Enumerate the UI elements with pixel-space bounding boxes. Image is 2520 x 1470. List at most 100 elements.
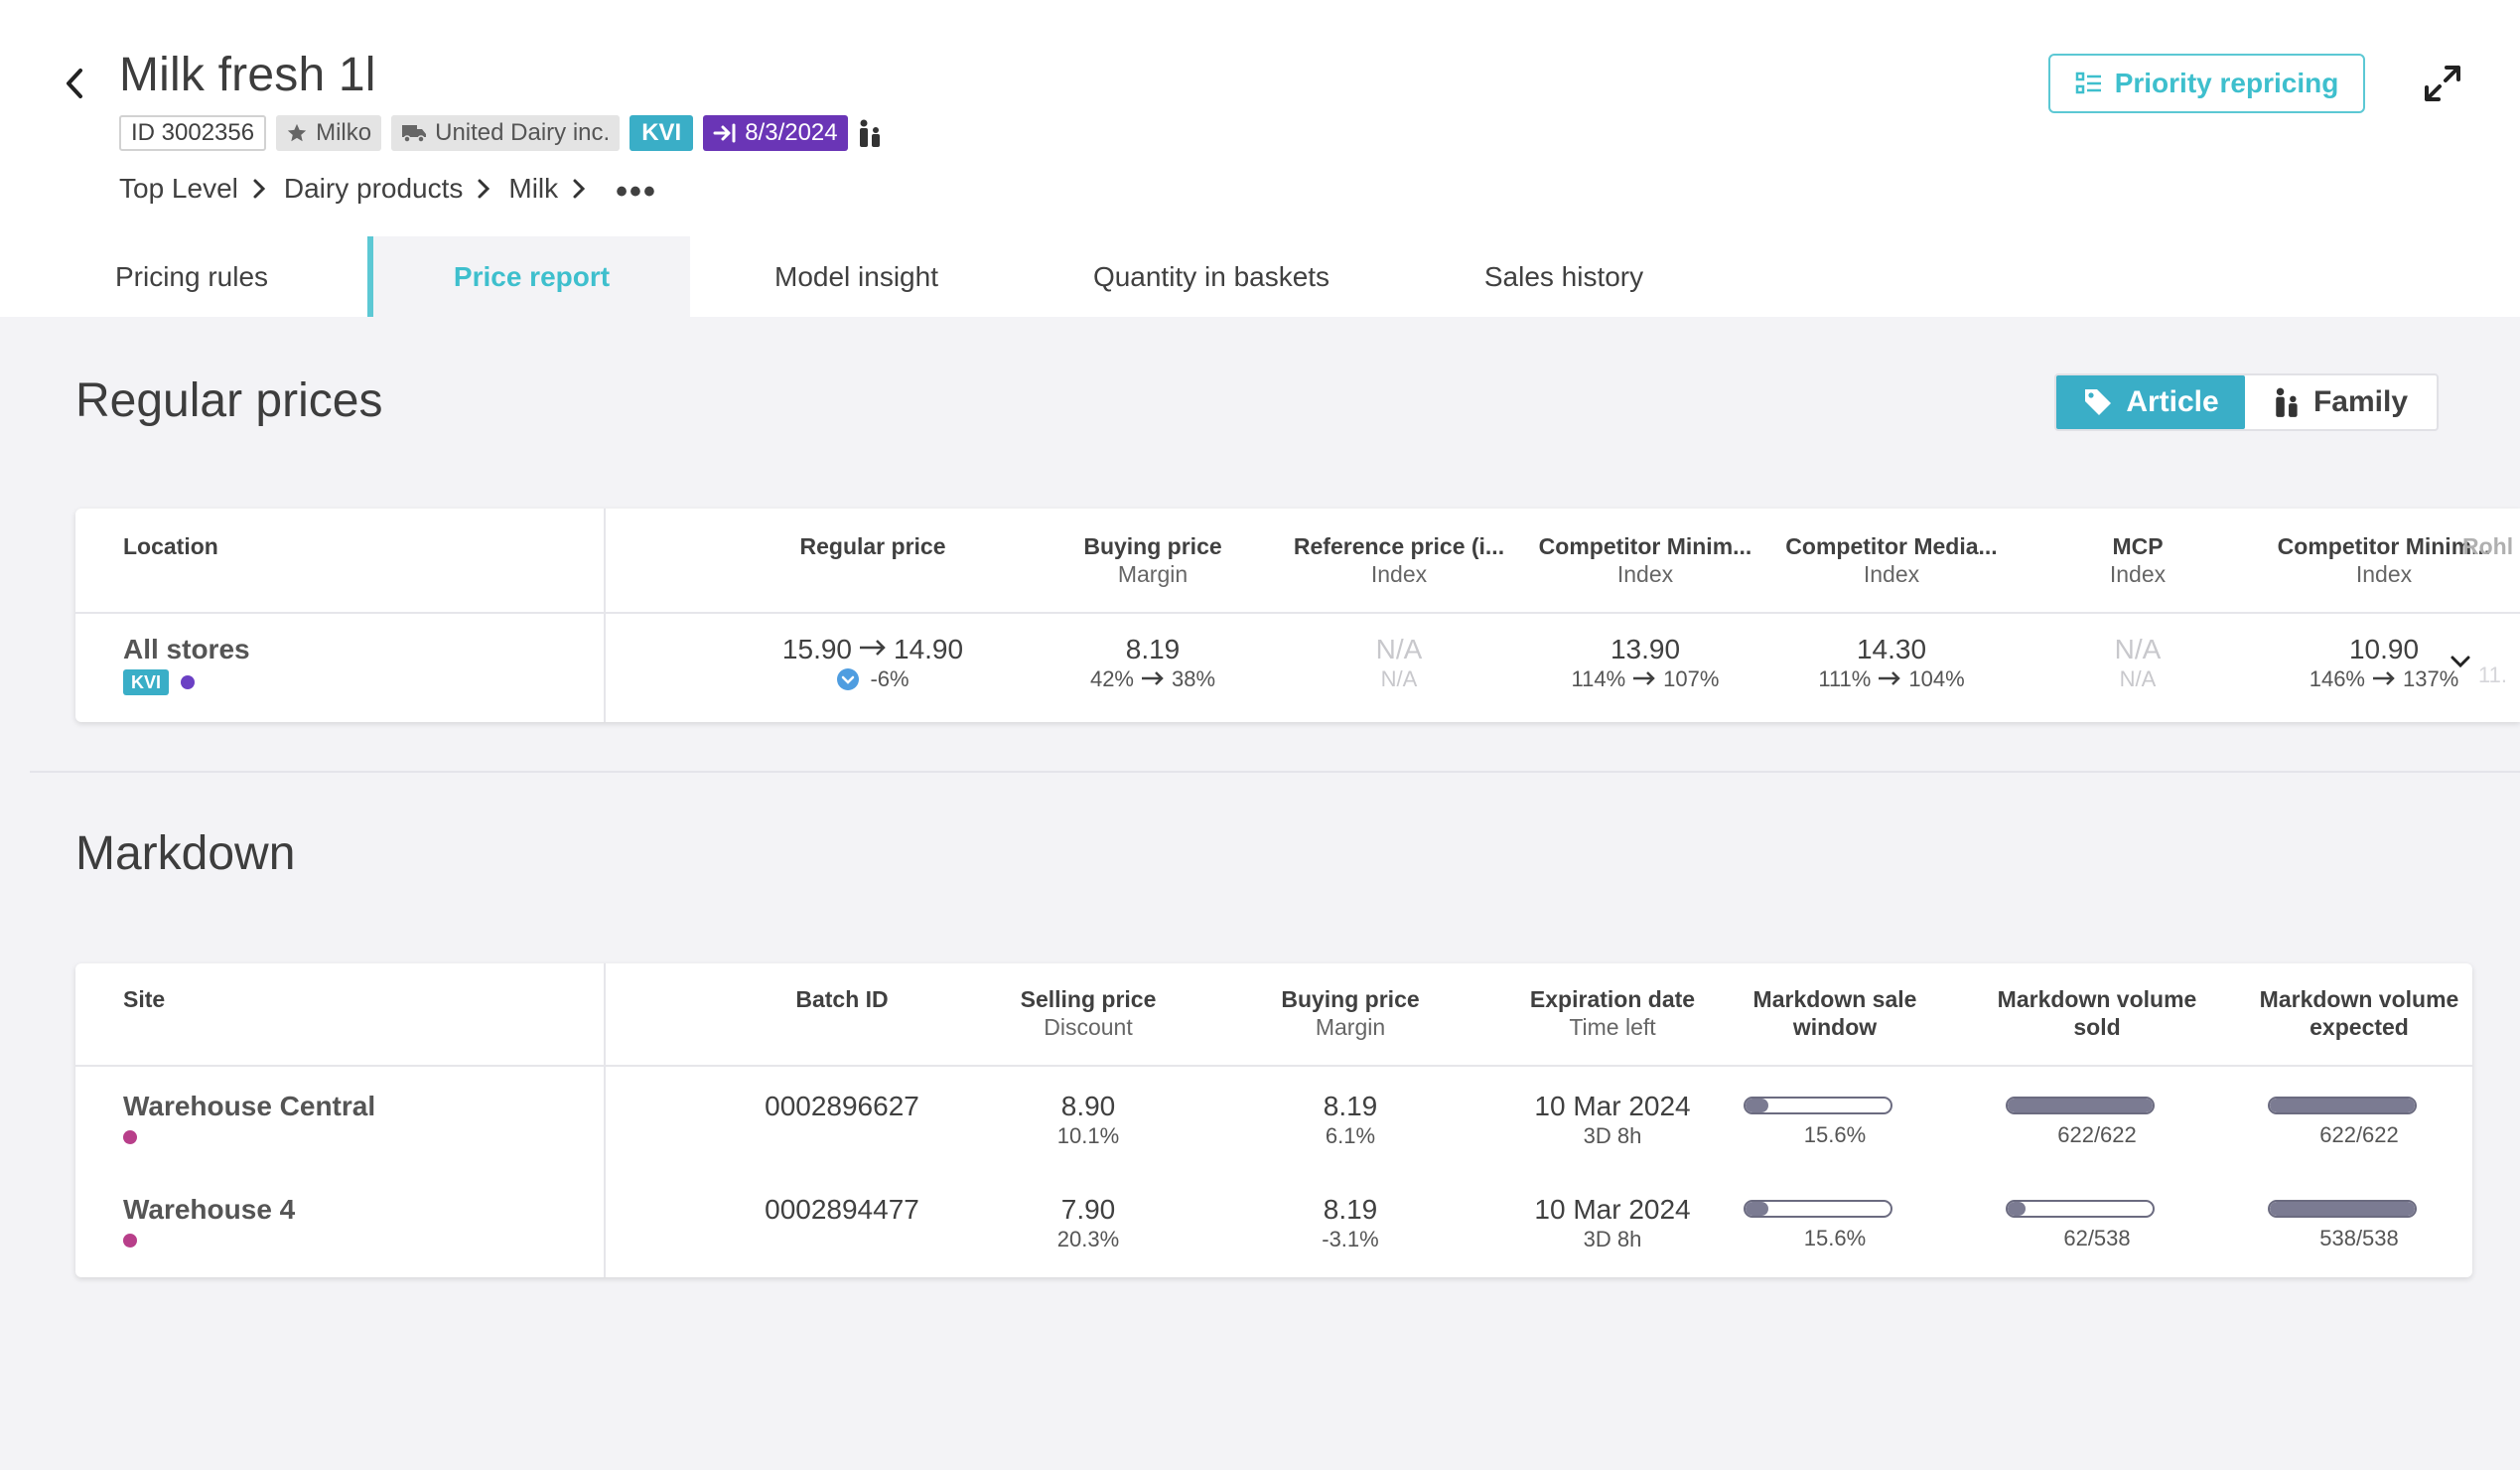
reference-price-value: N/A bbox=[1375, 634, 1423, 664]
volume-sold-bar bbox=[2006, 1200, 2155, 1218]
breadcrumb-item[interactable]: Dairy products bbox=[283, 173, 464, 204]
index-to: 107% bbox=[1663, 666, 1720, 691]
breadcrumb-item[interactable]: Milk bbox=[508, 173, 559, 204]
breadcrumb-item[interactable]: Top Level bbox=[119, 173, 238, 204]
markdown-table: Site Batch ID Selling price Discount Buy… bbox=[75, 963, 2472, 1277]
family-toggle-option[interactable]: Family bbox=[2245, 375, 2437, 429]
brand-chip-label: Milko bbox=[316, 119, 372, 146]
column-header-sublabel: Margin bbox=[1315, 1014, 1386, 1040]
column-header-sublabel: Time left bbox=[1569, 1014, 1656, 1040]
mcp-cell: N/A N/A bbox=[1954, 634, 2321, 693]
back-button[interactable] bbox=[58, 62, 91, 105]
selling-price-cell: 8.90 10.1% bbox=[919, 1091, 1257, 1150]
article-family-toggle: Article Family bbox=[2054, 373, 2439, 431]
column-header-batch-id: Batch ID bbox=[651, 985, 1033, 1013]
site-name: Warehouse 4 bbox=[123, 1194, 296, 1225]
progress-fill bbox=[2270, 1099, 2415, 1112]
chevron-down-circle-icon bbox=[837, 668, 860, 690]
expiration-date-value: 10 Mar 2024 bbox=[1534, 1091, 1691, 1121]
index-to: 104% bbox=[1908, 666, 1965, 691]
mcp-index-value: N/A bbox=[2119, 666, 2157, 691]
discount-value: 20.3% bbox=[1056, 1227, 1120, 1251]
index-from: 114% bbox=[1571, 666, 1626, 691]
regular-price-cell: 15.90 14.90 -6% bbox=[651, 634, 1094, 693]
more-options-icon[interactable]: ••• bbox=[616, 173, 657, 211]
volume-expected-label: 538/538 bbox=[2319, 1226, 2399, 1250]
tab-model-insight[interactable]: Model insight bbox=[774, 260, 938, 292]
tab-price-report[interactable]: Price report bbox=[367, 236, 690, 317]
column-header-rohl: Rohl bbox=[2462, 532, 2520, 560]
star-icon bbox=[287, 123, 307, 142]
status-dot bbox=[123, 1234, 137, 1248]
column-header-markdown-volume-sold: Markdown volume sold bbox=[1978, 985, 2216, 1041]
volume-expected-bar bbox=[2268, 1200, 2417, 1218]
arrow-right-icon bbox=[1877, 665, 1902, 693]
column-header-markdown-volume-expected: Markdown volume expected bbox=[2230, 985, 2472, 1041]
regular-price-change: -6% bbox=[870, 666, 910, 691]
column-header-sublabel: Index bbox=[1863, 561, 1920, 587]
chevron-right-icon bbox=[252, 175, 270, 203]
site-name: Warehouse Central bbox=[123, 1091, 376, 1121]
location-tags: KVI bbox=[123, 669, 196, 695]
column-header-label: Rohl bbox=[2462, 533, 2514, 559]
priority-repricing-label: Priority repricing bbox=[2114, 68, 2339, 98]
reference-price-cell: N/A N/A bbox=[1215, 634, 1583, 693]
column-header-label: Selling price bbox=[1020, 986, 1157, 1012]
tab-pricing-rules[interactable]: Pricing rules bbox=[114, 260, 269, 292]
margin-value: 6.1% bbox=[1325, 1123, 1376, 1148]
expand-icon[interactable] bbox=[2423, 64, 2462, 103]
arrow-right-icon bbox=[2371, 665, 2397, 693]
row-divider bbox=[75, 1065, 2472, 1067]
truck-icon bbox=[402, 125, 427, 143]
column-header-location: Location bbox=[123, 532, 421, 560]
column-header-label: Competitor Minim... bbox=[1538, 533, 1752, 559]
volume-expected-label: 622/622 bbox=[2319, 1122, 2399, 1147]
column-header-label: Markdown volume sold bbox=[1997, 986, 2197, 1040]
progress-fill bbox=[1746, 1099, 1768, 1112]
regular-prices-table: Location Regular price Buying price Marg… bbox=[75, 509, 2520, 722]
column-header-label: Expiration date bbox=[1529, 986, 1696, 1012]
tab-sales-history[interactable]: Sales history bbox=[1483, 260, 1644, 292]
competitor-minimum-2-value: 10.90 bbox=[2348, 634, 2420, 664]
competitor-median-cell: 14.30 111% 104% bbox=[1708, 634, 2075, 693]
column-header-label: Buying price bbox=[1083, 533, 1222, 559]
column-header-label: Regular price bbox=[799, 533, 946, 559]
expiration-date-value: 10 Mar 2024 bbox=[1534, 1194, 1691, 1225]
sale-window-label: 15.6% bbox=[1803, 1122, 1867, 1147]
column-header-label: Location bbox=[123, 533, 218, 559]
column-header-buying-price: Buying price Margin bbox=[1182, 985, 1519, 1041]
tab-quantity-in-baskets[interactable]: Quantity in baskets bbox=[1092, 260, 1330, 292]
expand-row-chevron-icon[interactable] bbox=[2449, 654, 2478, 677]
progress-fill bbox=[2008, 1202, 2026, 1216]
rohl-partial-value: 11. bbox=[2478, 662, 2507, 687]
supplier-chip: United Dairy inc. bbox=[391, 115, 621, 151]
kvi-badge: KVI bbox=[123, 669, 170, 695]
column-header-label: Competitor Minim... bbox=[2277, 533, 2491, 559]
competitor-minimum-2-cell: 10.90 146% 137% bbox=[2200, 634, 2520, 693]
batch-id-cell: 0002896627 bbox=[765, 1091, 919, 1121]
selling-price-cell: 7.90 20.3% bbox=[919, 1194, 1257, 1253]
sale-window-bar bbox=[1744, 1200, 1892, 1218]
buying-price-value: 8.19 bbox=[1125, 634, 1181, 664]
column-header-sublabel: Index bbox=[2109, 561, 2167, 587]
tag-icon bbox=[2085, 389, 2112, 415]
buying-price-value: 8.19 bbox=[1323, 1194, 1378, 1225]
chevron-right-icon bbox=[477, 175, 494, 203]
priority-repricing-button[interactable]: Priority repricing bbox=[2048, 54, 2365, 113]
family-icon bbox=[2276, 387, 2298, 417]
batch-id-cell: 0002894477 bbox=[765, 1194, 919, 1225]
list-check-icon bbox=[2075, 72, 2101, 94]
selling-price-value: 8.90 bbox=[1060, 1091, 1116, 1121]
progress-fill bbox=[2008, 1099, 2153, 1112]
article-toggle-label: Article bbox=[2126, 385, 2219, 418]
volume-sold-label: 622/622 bbox=[2057, 1122, 2137, 1147]
column-header-label: Buying price bbox=[1281, 986, 1420, 1012]
column-header-markdown-sale-window: Markdown sale window bbox=[1716, 985, 1954, 1041]
buying-price-cell: 8.19 6.1% bbox=[1182, 1091, 1519, 1150]
article-toggle-option[interactable]: Article bbox=[2056, 375, 2245, 429]
margin-from: 42% bbox=[1089, 666, 1134, 691]
id-chip: ID 3002356 bbox=[119, 115, 267, 151]
column-header-label: Site bbox=[123, 986, 166, 1012]
column-header-competitor-minimum: Competitor Minim... Index bbox=[1462, 532, 1829, 588]
column-header-sublabel: Index bbox=[2355, 561, 2413, 587]
